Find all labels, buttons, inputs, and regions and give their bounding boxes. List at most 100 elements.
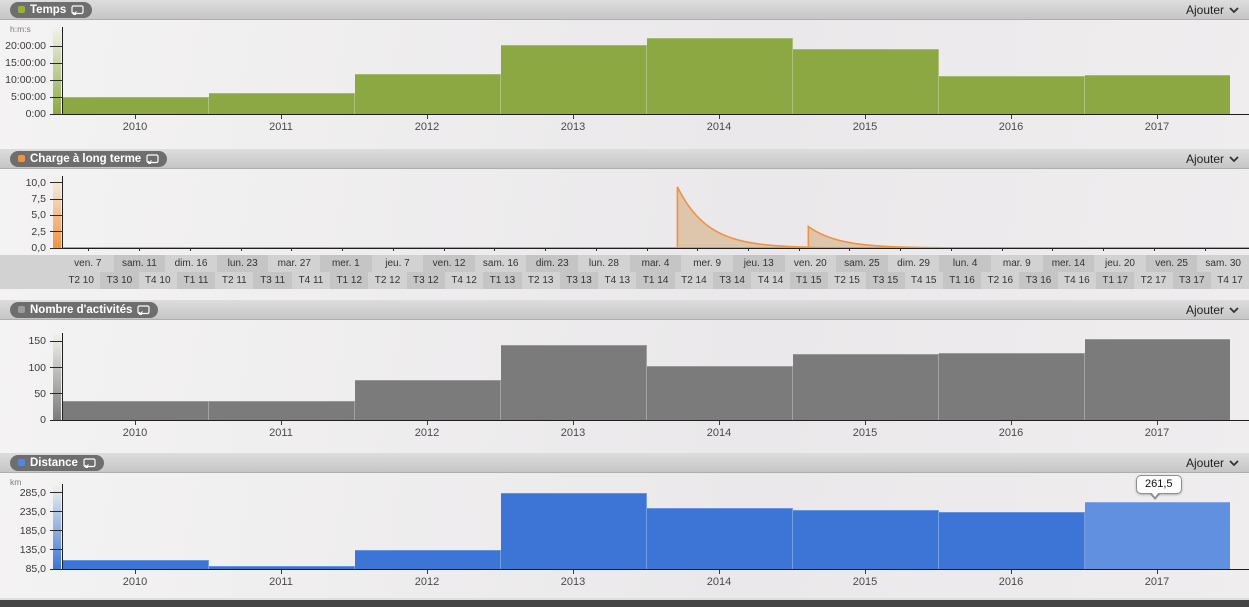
year-label: 2011	[208, 115, 354, 133]
bar-2012[interactable]	[355, 74, 501, 114]
y-axis-tick-label: 85,0	[25, 563, 46, 575]
timeline-quarter-cell[interactable]: T2 15	[834, 275, 860, 286]
timeline-quarter-cell[interactable]: T3 17	[1172, 272, 1211, 289]
timeline-quarter-cell[interactable]: T3 16	[1019, 272, 1058, 289]
timeline-quarter-cell[interactable]: T4 14	[757, 275, 784, 286]
timeline-quarter-cell[interactable]: T4 16	[1064, 275, 1090, 286]
y-axis-tick-label: 5,0	[31, 209, 46, 222]
timeline-quarter-cell[interactable]: T3 11	[253, 272, 292, 289]
nombre-badge[interactable]: Nombre d'activités	[10, 301, 159, 318]
bar-2014[interactable]	[647, 365, 793, 420]
timeline-date-cell[interactable]: jeu. 20	[1104, 258, 1135, 269]
timeline-quarter-cell[interactable]: T1 13	[483, 272, 522, 289]
year-label: 2012	[354, 570, 500, 588]
timeline-date-cell[interactable]: sam. 25	[836, 255, 888, 272]
bar-2017[interactable]	[1085, 74, 1230, 114]
timeline-quarter-cell[interactable]: T1 11	[176, 272, 216, 289]
timeline-quarter-cell[interactable]: T2 12	[374, 275, 401, 286]
bar-2013[interactable]	[501, 45, 647, 114]
timeline-quarter-cell[interactable]: T2 14	[681, 275, 707, 286]
bar-2014[interactable]	[647, 508, 793, 569]
timeline-quarter-cell[interactable]: T4 15	[910, 275, 937, 286]
timeline-quarter-cell[interactable]: T4 17	[1217, 275, 1243, 286]
year-label: 2013	[500, 115, 646, 133]
x-axis-tick	[1204, 248, 1206, 251]
distance-badge[interactable]: Distance	[10, 454, 104, 471]
timeline-date-cell[interactable]: ven. 7	[74, 258, 102, 269]
timeline-date-cell[interactable]: dim. 29	[897, 258, 930, 269]
timeline-date-cell[interactable]: mar. 27	[277, 258, 311, 269]
timeline-date-cell[interactable]: mer. 9	[693, 258, 722, 269]
timeline-date-cell[interactable]: lun. 23	[216, 255, 269, 272]
timeline-quarter-cell[interactable]: T3 13	[559, 272, 599, 289]
bar-2011[interactable]	[209, 92, 355, 114]
bar-2011[interactable]	[209, 566, 355, 569]
timeline-date-cell[interactable]: jeu. 13	[732, 255, 785, 272]
open-external-icon[interactable]	[71, 4, 84, 15]
bar-2012[interactable]	[355, 379, 501, 420]
add-metric-dropdown[interactable]: Ajouter	[1186, 456, 1239, 470]
add-metric-dropdown[interactable]: Ajouter	[1186, 3, 1239, 17]
timeline-quarter-cell[interactable]: T3 15	[866, 272, 905, 289]
timeline-quarter-cell[interactable]: T3 12	[406, 272, 445, 289]
timeline-quarter-cell[interactable]: T2 10	[68, 275, 94, 286]
timeline-date-cell[interactable]: mer. 1	[320, 255, 372, 272]
timeline-date-cell[interactable]: lun. 4	[939, 255, 991, 272]
timeline-quarter-cell[interactable]: T2 13	[527, 275, 554, 286]
bar-2016[interactable]	[939, 512, 1085, 569]
bar-2016[interactable]	[939, 76, 1085, 114]
timeline-quarter-cell[interactable]: T1 15	[789, 272, 828, 289]
bar-2010[interactable]	[63, 401, 209, 420]
timeline-date-cell[interactable]: sam. 16	[482, 258, 519, 269]
timeline-quarter-cell[interactable]: T2 17	[1140, 275, 1167, 286]
timeline-quarter-cell[interactable]: T3 14	[713, 272, 752, 289]
timeline-quarter-cell[interactable]: T4 11	[298, 275, 324, 286]
timeline-date-cell[interactable]: lun. 28	[588, 258, 619, 269]
charge-area-series[interactable]	[63, 176, 1230, 248]
open-external-icon[interactable]	[83, 457, 96, 468]
open-external-icon[interactable]	[146, 153, 159, 164]
timeline-quarter-cell[interactable]: T4 13	[604, 275, 631, 286]
timeline-date-cell[interactable]: mer. 14	[1042, 255, 1095, 272]
timeline-quarter-cell[interactable]: T1 17	[1096, 272, 1135, 289]
timeline-quarter-cell[interactable]: T2 11	[221, 275, 247, 286]
timeline-date-cell[interactable]: ven. 25	[1145, 255, 1198, 272]
timeline-date-cell[interactable]: sam. 30	[1205, 258, 1241, 269]
timeline-quarter-cell[interactable]: T1 12	[330, 272, 369, 289]
bar-2013[interactable]	[501, 345, 647, 420]
temps-badge[interactable]: Temps	[10, 1, 93, 18]
add-metric-dropdown[interactable]: Ajouter	[1186, 303, 1239, 317]
timeline-date-cell[interactable]: sam. 11	[113, 255, 166, 272]
bar-2016[interactable]	[939, 352, 1085, 420]
timeline-quarter-cell[interactable]: T3 10	[100, 272, 139, 289]
charge-badge[interactable]: Charge à long terme	[10, 150, 168, 167]
year-label: 2011	[208, 570, 354, 588]
bar-2013[interactable]	[501, 493, 647, 569]
bar-2011[interactable]	[209, 401, 355, 420]
bar-2012[interactable]	[355, 550, 501, 569]
add-metric-dropdown[interactable]: Ajouter	[1186, 152, 1239, 166]
bar-2010[interactable]	[63, 560, 209, 569]
timeline-date-cell[interactable]: ven. 20	[793, 258, 827, 269]
timeline-quarter-cell[interactable]: T2 16	[987, 275, 1014, 286]
bar-2015[interactable]	[793, 48, 939, 114]
timeline-date-cell[interactable]: mar. 4	[629, 255, 682, 272]
timeline-date-cell[interactable]: dim. 23	[526, 255, 579, 272]
add-label: Ajouter	[1185, 2, 1224, 17]
bar-2015[interactable]	[793, 510, 939, 569]
timeline-quarter-cell[interactable]: T4 12	[451, 275, 477, 286]
open-external-icon[interactable]	[137, 304, 151, 315]
timeline-date-cell[interactable]: dim. 16	[174, 258, 208, 269]
timeline-quarter-cell[interactable]: T1 16	[942, 272, 982, 289]
bar-2010[interactable]	[63, 97, 209, 114]
bar-2017[interactable]	[1085, 338, 1230, 420]
timeline-date-cell[interactable]: mar. 9	[1002, 258, 1031, 269]
bar-2015[interactable]	[793, 353, 939, 420]
timeline-date-cell[interactable]: ven. 12	[423, 255, 475, 272]
bar-2014[interactable]	[647, 37, 793, 114]
timeline-quarter-cell[interactable]: T4 10	[144, 275, 171, 286]
bar-2017[interactable]	[1085, 501, 1230, 569]
timeline-date-cell[interactable]: jeu. 7	[385, 258, 410, 269]
year-label: 2011	[208, 421, 354, 439]
timeline-quarter-cell[interactable]: T1 14	[636, 272, 675, 289]
